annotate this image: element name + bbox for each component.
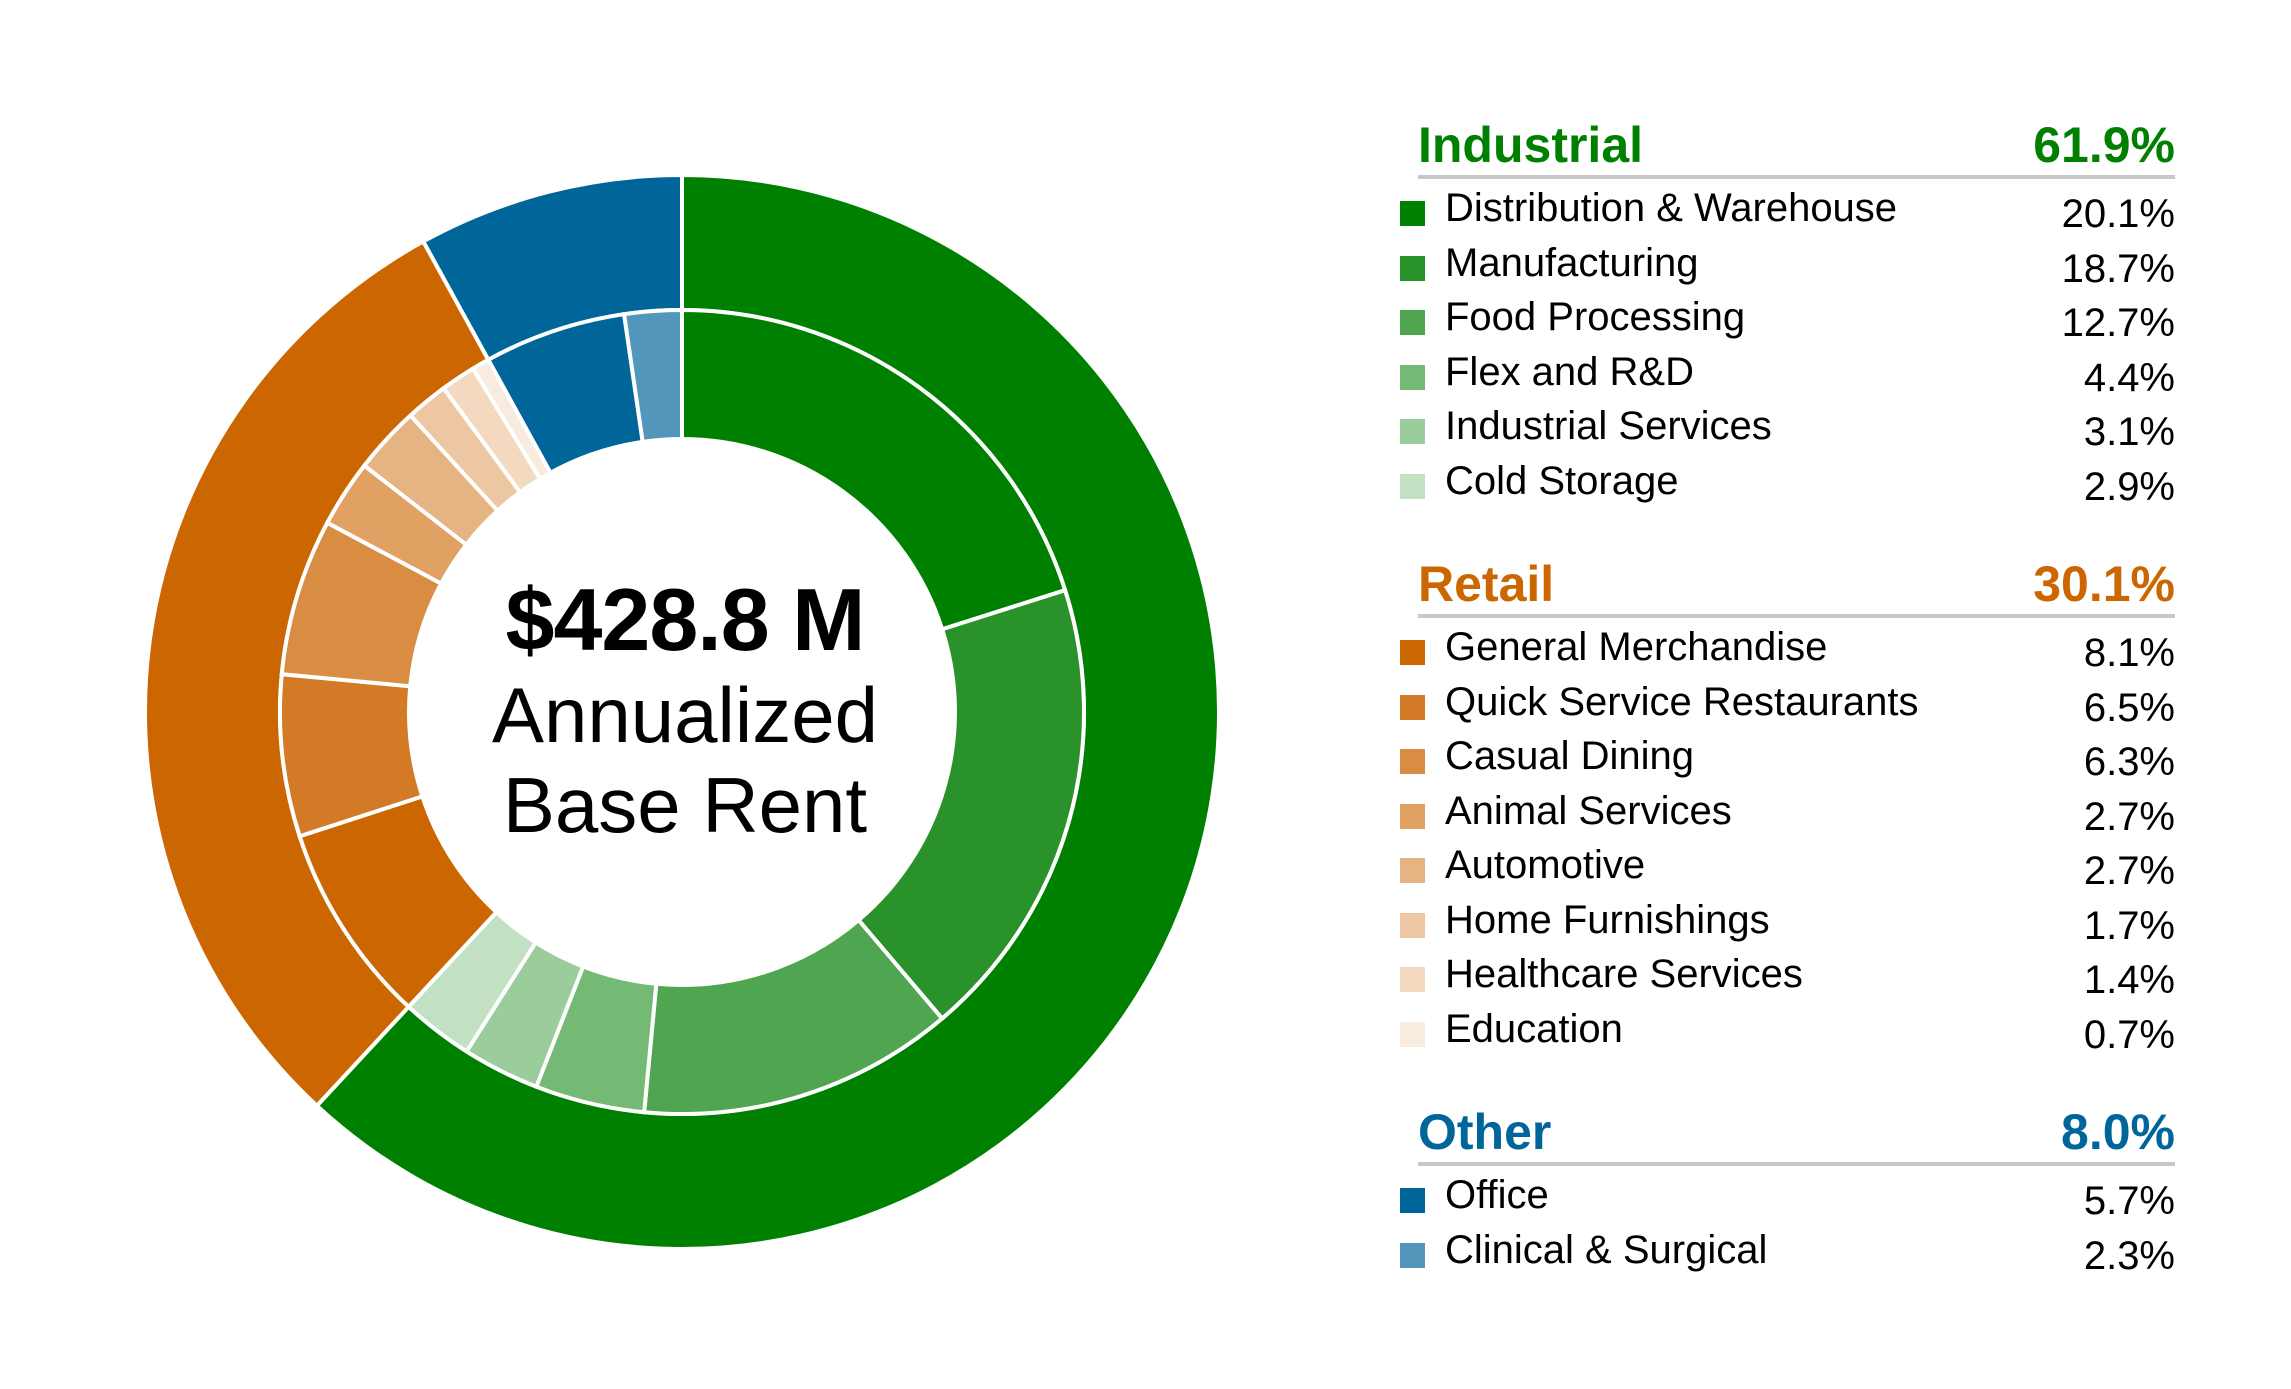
legend-item-label: Industrial Services — [1445, 404, 1772, 448]
legend-item: Animal Services 2.7% — [1400, 782, 2175, 839]
center-line-2: Base Rent — [502, 761, 868, 849]
legend-group-total: 8.0% — [2061, 1104, 2175, 1160]
legend-group-title: Other — [1418, 1104, 1552, 1160]
legend-item: Cold Storage 2.9% — [1400, 452, 2175, 509]
legend-item: Industrial Services 3.1% — [1400, 397, 2175, 454]
legend-item-value: 8.1% — [2083, 631, 2175, 675]
center-amount: $428.8 M — [505, 570, 866, 669]
legend-item: Casual Dining 6.3% — [1400, 727, 2175, 784]
legend-group-industrial: Industrial 61.9% Distribution & Warehous… — [1400, 115, 2175, 509]
legend-item: Flex and R&D 4.4% — [1400, 343, 2175, 400]
legend-item-label: Office — [1445, 1173, 1549, 1217]
legend-item-label: Clinical & Surgical — [1445, 1227, 1768, 1272]
legend-item-label: Quick Service Restaurants — [1445, 679, 1919, 724]
legend-item-value: 2.3% — [2083, 1233, 2175, 1278]
legend-swatch — [1400, 640, 1425, 665]
legend-swatch — [1400, 201, 1425, 226]
legend-item-value: 2.7% — [2083, 849, 2175, 893]
legend-group-header: Other 8.0% — [1418, 1102, 2175, 1166]
legend-group-title: Retail — [1418, 556, 1555, 612]
legend-item-label: Healthcare Services — [1445, 952, 1803, 996]
legend-item-value: 20.1% — [2061, 192, 2175, 236]
legend-item-label: General Merchandise — [1445, 625, 1828, 669]
legend-item: Education 0.7% — [1400, 1000, 2175, 1057]
legend: Industrial 61.9% Distribution & Warehous… — [1400, 115, 2175, 1278]
legend-item-value: 3.1% — [2083, 410, 2175, 454]
center-line-1: Annualized — [492, 671, 878, 759]
legend-swatch — [1400, 912, 1425, 938]
legend-swatch — [1400, 1021, 1425, 1047]
legend-group-total: 30.1% — [2033, 556, 2175, 612]
legend-spacer — [1400, 1054, 2175, 1102]
legend-group-retail: Retail 30.1% General Merchandise 8.1% Qui… — [1400, 554, 2175, 1057]
legend-item-label: Casual Dining — [1445, 734, 1695, 778]
inner-slice-distribution-warehouse — [680, 307, 1068, 632]
legend-swatch — [1400, 694, 1425, 720]
legend-swatch — [1400, 967, 1425, 992]
inner-slice-clinical-surgical — [621, 307, 684, 445]
legend-item-value: 4.4% — [2083, 355, 2175, 400]
legend-item-value: 1.7% — [2083, 903, 2175, 948]
legend-item-value: 6.3% — [2083, 740, 2175, 784]
legend-item-label: Animal Services — [1445, 788, 1732, 833]
legend-swatch — [1400, 1242, 1425, 1268]
legend-item-value: 18.7% — [2061, 246, 2175, 291]
legend-item-label: Education — [1445, 1006, 1623, 1051]
legend-item: Clinical & Surgical 2.3% — [1400, 1221, 2175, 1278]
legend-item-value: 6.5% — [2083, 685, 2175, 730]
outer-ring — [143, 172, 1221, 1251]
legend-group-title: Industrial — [1418, 117, 1644, 173]
legend-swatch — [1400, 255, 1425, 281]
legend-swatch — [1400, 803, 1425, 829]
legend-item: Quick Service Restaurants 6.5% — [1400, 673, 2175, 730]
legend-item: Distribution & Warehouse 20.1% — [1400, 179, 2175, 236]
inner-ring — [278, 307, 1086, 1116]
legend-item: Food Processing 12.7% — [1400, 288, 2175, 345]
legend-item-label: Cold Storage — [1445, 458, 1679, 503]
legend-group-other: Other 8.0% Office 5.7% Clinical & Surgica… — [1400, 1102, 2175, 1278]
legend-item-label: Automotive — [1445, 843, 1646, 887]
legend-swatch — [1400, 419, 1425, 444]
legend-swatch — [1400, 310, 1425, 335]
center-label: $428.8 M Annualized Base Rent — [385, 570, 985, 850]
legend-item-label: Flex and R&D — [1445, 349, 1694, 394]
legend-item-value: 2.7% — [2083, 794, 2175, 839]
legend-item: Office 5.7% — [1400, 1166, 2175, 1223]
legend-item-label: Home Furnishings — [1445, 897, 1770, 942]
legend-item-label: Distribution & Warehouse — [1445, 186, 1898, 230]
legend-item-label: Food Processing — [1445, 295, 1746, 339]
legend-item-value: 2.9% — [2083, 464, 2175, 509]
legend-item: General Merchandise 8.1% — [1400, 618, 2175, 675]
legend-swatch — [1400, 473, 1425, 499]
legend-item: Healthcare Services 1.4% — [1400, 945, 2175, 1002]
legend-item-label: Manufacturing — [1445, 240, 1699, 285]
legend-group-header: Retail 30.1% — [1418, 554, 2175, 618]
legend-group-header: Industrial 61.9% — [1418, 115, 2175, 179]
legend-swatch — [1400, 1188, 1425, 1213]
legend-item: Automotive 2.7% — [1400, 836, 2175, 893]
legend-swatch — [1400, 858, 1425, 883]
legend-swatch — [1400, 364, 1425, 390]
legend-item-value: 0.7% — [2083, 1012, 2175, 1057]
legend-spacer — [1400, 506, 2175, 554]
legend-item-value: 5.7% — [2083, 1179, 2175, 1223]
legend-item-value: 12.7% — [2061, 301, 2175, 345]
legend-item: Manufacturing 18.7% — [1400, 234, 2175, 291]
inner-slice-manufacturing — [855, 587, 1086, 1022]
legend-swatch — [1400, 749, 1425, 774]
legend-item: Home Furnishings 1.7% — [1400, 891, 2175, 948]
legend-item-value: 1.4% — [2083, 958, 2175, 1002]
legend-group-total: 61.9% — [2033, 117, 2175, 173]
